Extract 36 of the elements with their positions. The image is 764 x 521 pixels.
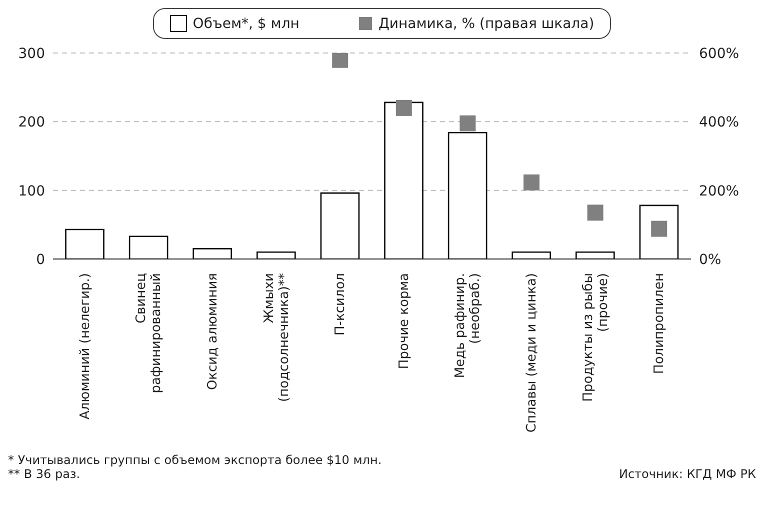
- y2-tick-label: 200%: [699, 183, 740, 200]
- x-tick-label: Свинец рафинированный: [134, 272, 164, 394]
- bar: [320, 192, 360, 259]
- y-tick-label: 200: [18, 114, 45, 131]
- text: ** В 36 раз.: [8, 467, 82, 481]
- legend-label: Объем*, $ млн: [192, 15, 300, 32]
- x-tick-label: Сплавы (меди и цинка): [524, 273, 540, 433]
- x-tick-label: П-ксилол: [333, 273, 348, 336]
- x-tick-label: Прочие корма: [396, 273, 412, 370]
- point: [524, 174, 540, 190]
- bar: [256, 251, 296, 259]
- legend-label: Динамика, % (правая шкала): [377, 15, 594, 32]
- y-tick-label: 300: [18, 46, 45, 62]
- x-tick-label: Медь рафинир. (необраб.): [453, 273, 484, 378]
- bar: [448, 132, 488, 259]
- x-tick-label: Алюминий (нелегир.): [78, 273, 93, 420]
- y2-tick-label: 600%: [699, 46, 740, 62]
- bar: [128, 236, 168, 259]
- text: Источник: КГД МФ РК: [618, 467, 756, 481]
- point: [460, 115, 476, 132]
- bar: [576, 251, 615, 259]
- x-tick-label: Продукты из рыбы (прочие): [580, 273, 611, 402]
- point: [332, 53, 348, 68]
- y2-tick-label: 400%: [699, 114, 740, 131]
- x-tick-label: Оксид алюминия: [206, 273, 220, 390]
- point: [587, 204, 604, 221]
- bar: [65, 228, 104, 259]
- bar: [384, 102, 424, 259]
- point: [396, 100, 412, 116]
- bar: [192, 248, 232, 259]
- x-tick-label: Полипропилен: [652, 273, 668, 374]
- y2-tick-label: 0%: [699, 252, 722, 268]
- text: * Учитывались группы с объемом экспорта более $10 млн.: [8, 453, 382, 467]
- bar: [512, 251, 552, 259]
- y-tick-label: 0: [36, 252, 45, 268]
- y-tick-label: 100: [18, 183, 45, 200]
